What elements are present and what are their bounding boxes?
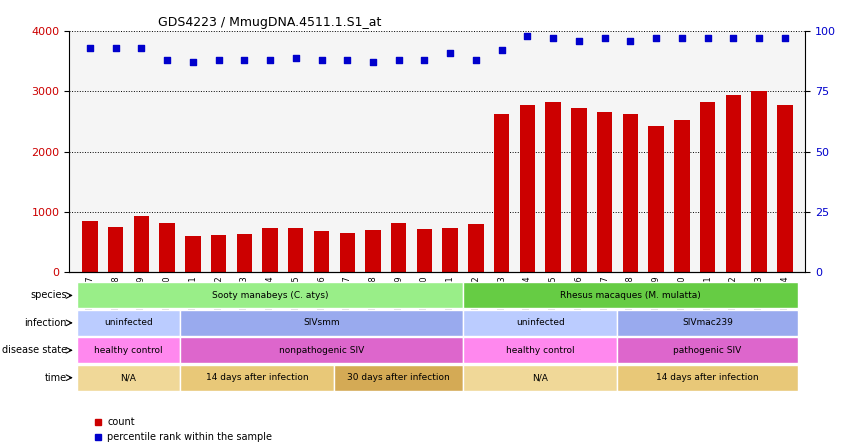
Point <box>108 44 122 52</box>
Point <box>237 56 251 63</box>
FancyBboxPatch shape <box>463 310 617 336</box>
Bar <box>469 224 483 272</box>
Point <box>753 35 766 42</box>
Bar <box>597 112 612 272</box>
Bar <box>674 120 689 272</box>
Point <box>134 44 148 52</box>
Legend: count, percentile rank within the sample: count, percentile rank within the sample <box>89 413 276 444</box>
Point <box>650 35 663 42</box>
Bar <box>623 114 638 272</box>
Point <box>417 56 431 63</box>
Bar <box>726 95 741 272</box>
Text: SIVmac239: SIVmac239 <box>682 318 733 327</box>
Point <box>160 56 174 63</box>
FancyBboxPatch shape <box>180 365 334 391</box>
Point <box>494 47 508 54</box>
Bar <box>391 223 406 272</box>
Bar <box>288 228 303 272</box>
Text: Rhesus macaques (M. mulatta): Rhesus macaques (M. mulatta) <box>560 291 701 300</box>
FancyBboxPatch shape <box>180 310 463 336</box>
Bar <box>417 230 432 272</box>
Text: 30 days after infection: 30 days after infection <box>347 373 450 382</box>
Point <box>520 32 534 40</box>
FancyBboxPatch shape <box>77 365 180 391</box>
Text: time: time <box>44 373 67 383</box>
FancyBboxPatch shape <box>77 282 463 309</box>
Bar <box>546 102 561 272</box>
Text: 14 days after infection: 14 days after infection <box>206 373 308 382</box>
Point <box>598 35 611 42</box>
Bar <box>700 102 715 272</box>
Bar <box>133 216 149 272</box>
Point <box>624 37 637 44</box>
FancyBboxPatch shape <box>77 310 180 336</box>
Text: SIVsmm: SIVsmm <box>303 318 339 327</box>
Bar <box>572 108 586 272</box>
Text: pathogenic SIV: pathogenic SIV <box>674 346 741 355</box>
Text: nonpathogenic SIV: nonpathogenic SIV <box>279 346 364 355</box>
Text: GDS4223 / MmugDNA.4511.1.S1_at: GDS4223 / MmugDNA.4511.1.S1_at <box>158 16 381 28</box>
FancyBboxPatch shape <box>617 337 798 363</box>
FancyBboxPatch shape <box>463 365 617 391</box>
Bar <box>82 221 98 272</box>
Point <box>314 56 328 63</box>
Point <box>546 35 560 42</box>
Bar <box>494 114 509 272</box>
Point <box>211 56 225 63</box>
FancyBboxPatch shape <box>463 337 617 363</box>
Text: species: species <box>30 290 67 301</box>
Text: uninfected: uninfected <box>516 318 565 327</box>
Text: infection: infection <box>24 318 67 328</box>
Text: N/A: N/A <box>120 373 137 382</box>
Point <box>675 35 688 42</box>
Bar <box>520 105 535 272</box>
Point <box>391 56 405 63</box>
Point <box>443 49 457 56</box>
Bar <box>443 228 458 272</box>
Text: N/A: N/A <box>533 373 548 382</box>
Point <box>778 35 792 42</box>
Bar <box>185 236 201 272</box>
Point <box>289 54 303 61</box>
Bar <box>752 91 766 272</box>
FancyBboxPatch shape <box>180 337 463 363</box>
Bar <box>210 235 226 272</box>
Text: uninfected: uninfected <box>104 318 153 327</box>
Bar <box>649 127 664 272</box>
FancyBboxPatch shape <box>617 365 798 391</box>
Bar <box>313 231 329 272</box>
Bar <box>777 105 792 272</box>
Point <box>469 56 483 63</box>
FancyBboxPatch shape <box>463 282 798 309</box>
FancyBboxPatch shape <box>77 337 180 363</box>
Bar <box>339 233 355 272</box>
Bar <box>159 223 175 272</box>
Point <box>366 59 380 66</box>
Bar <box>365 230 381 272</box>
Point <box>340 56 354 63</box>
Bar <box>236 234 252 272</box>
Point <box>186 59 200 66</box>
Point <box>572 37 585 44</box>
Point <box>263 56 277 63</box>
FancyBboxPatch shape <box>334 365 463 391</box>
Text: 14 days after infection: 14 days after infection <box>656 373 759 382</box>
Text: disease state: disease state <box>2 345 67 355</box>
Text: healthy control: healthy control <box>94 346 163 355</box>
Text: Sooty manabeys (C. atys): Sooty manabeys (C. atys) <box>212 291 328 300</box>
Point <box>701 35 714 42</box>
Text: healthy control: healthy control <box>506 346 575 355</box>
Point <box>83 44 97 52</box>
Bar <box>108 227 123 272</box>
Point <box>727 35 740 42</box>
Bar <box>262 228 278 272</box>
FancyBboxPatch shape <box>617 310 798 336</box>
